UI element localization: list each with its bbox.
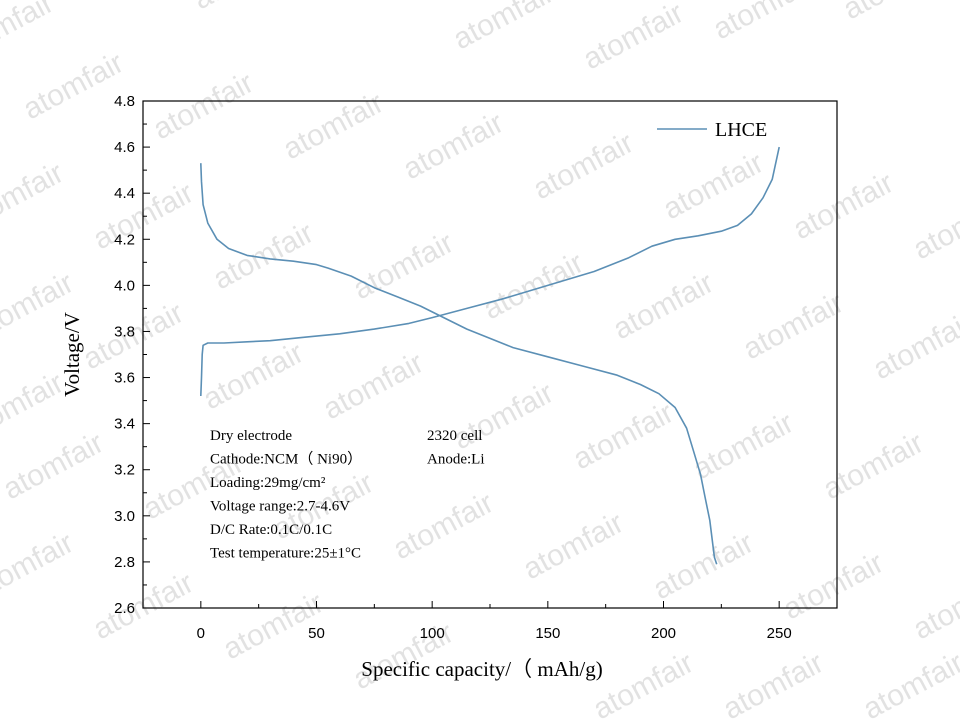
y-tick-label: 3.0	[114, 508, 135, 525]
x-tick-label: 250	[767, 625, 792, 642]
watermark-text: atomfair	[658, 146, 769, 226]
watermark-text: atomfair	[0, 366, 69, 446]
watermark-text: atomfair	[0, 526, 79, 606]
series-line-charge	[200, 146, 780, 397]
y-tick-label: 4.8	[114, 93, 135, 110]
annotation-line: Dry electrode	[210, 428, 292, 444]
watermark-text: atomfair	[818, 426, 929, 506]
watermark-text: atomfair	[398, 106, 509, 186]
y-tick-label: 4.4	[114, 185, 135, 202]
annotation-line: Voltage range:2.7-4.6V	[210, 499, 350, 515]
watermark-text: atomfair	[518, 506, 629, 586]
annotation-block: Dry electrode Cathode:NCM（ Ni90） Loading:2…	[210, 428, 485, 562]
y-tick-label: 4.6	[114, 139, 135, 156]
watermark-text: atomfair	[448, 376, 559, 456]
watermark-text: atomfair	[778, 546, 889, 626]
legend-label: LHCE	[715, 119, 767, 141]
annotation-line: Test temperature:25±1°C	[210, 546, 361, 562]
watermark-text: atomfair	[648, 526, 759, 606]
watermark-text: atomfair	[908, 566, 960, 646]
x-tick-label: 0	[197, 625, 205, 642]
annotation-line: Anode:Li	[427, 452, 485, 468]
annotation-line: Cathode:NCM（ Ni90）	[210, 451, 362, 468]
watermark-text: atomfair	[838, 0, 949, 26]
y-tick-label: 3.4	[114, 416, 135, 433]
watermark-text: atomfair	[478, 246, 589, 326]
watermark-text: atomfair	[0, 0, 59, 66]
watermark-text: atomfair	[198, 336, 309, 416]
watermark-text: atomfair	[708, 0, 819, 46]
y-tick-label: 3.2	[114, 462, 135, 479]
watermark-text: atomfair	[348, 226, 459, 306]
watermark-text: atomfair	[278, 86, 389, 166]
annotation-line: D/C Rate:0.1C/0.1C	[210, 522, 332, 538]
y-tick-label: 3.6	[114, 370, 135, 387]
x-tick-label: 50	[308, 625, 325, 642]
axis-ticks	[142, 100, 838, 609]
y-tick-label: 4.2	[114, 231, 135, 248]
watermark-text: atomfair	[688, 406, 799, 486]
watermark-text: atomfair	[148, 66, 259, 146]
watermark-text: atomfair	[528, 126, 639, 206]
watermark-text: atomfair	[718, 646, 829, 720]
watermark-text: atomfair	[568, 396, 679, 476]
watermark-text: atomfair	[608, 266, 719, 346]
watermark-text: atomfair	[858, 646, 960, 720]
watermark-text: atomfair	[388, 486, 499, 566]
watermark-text: atomfair	[18, 46, 129, 126]
y-tick-label: 3.8	[114, 323, 135, 340]
watermark-text: atomfair	[578, 0, 689, 76]
y-tick-label: 2.6	[114, 600, 135, 617]
series-line-discharge	[200, 163, 718, 565]
series-lines	[200, 146, 780, 565]
watermark-text: atomfair	[0, 156, 69, 236]
x-tick-label: 200	[651, 625, 676, 642]
y-tick-label: 4.0	[114, 277, 135, 294]
tick-labels: 2.6 2.8 3.0 3.2 3.4 3.6 3.8 4.0 4.2 4.4 4.6 4.8 0 50 1…	[114, 93, 792, 642]
watermark-text: atomfair	[588, 646, 699, 720]
watermark-text: atomfair	[908, 186, 960, 266]
x-tick-label: 150	[535, 625, 560, 642]
watermark-text: atomfair	[448, 0, 559, 56]
watermark-text: atomfair	[188, 0, 299, 16]
legend: LHCE	[657, 119, 767, 141]
watermark-text: atomfair	[0, 426, 109, 506]
x-tick-label: 100	[420, 625, 445, 642]
annotation-line: 2320 cell	[427, 428, 482, 444]
y-tick-label: 2.8	[114, 554, 135, 571]
watermark-text: atomfair	[868, 306, 960, 386]
x-axis-label: Specific capacity/（ mAh/g)	[361, 657, 602, 681]
watermark-text: atomfair	[208, 216, 319, 296]
annotation-line: Loading:29mg/cm²	[210, 475, 326, 491]
watermark-text: atomfair	[788, 166, 899, 246]
watermark-text: atomfair	[318, 346, 429, 426]
watermark-text: atomfair	[738, 286, 849, 366]
y-axis-label: Voltage/V	[60, 312, 84, 397]
